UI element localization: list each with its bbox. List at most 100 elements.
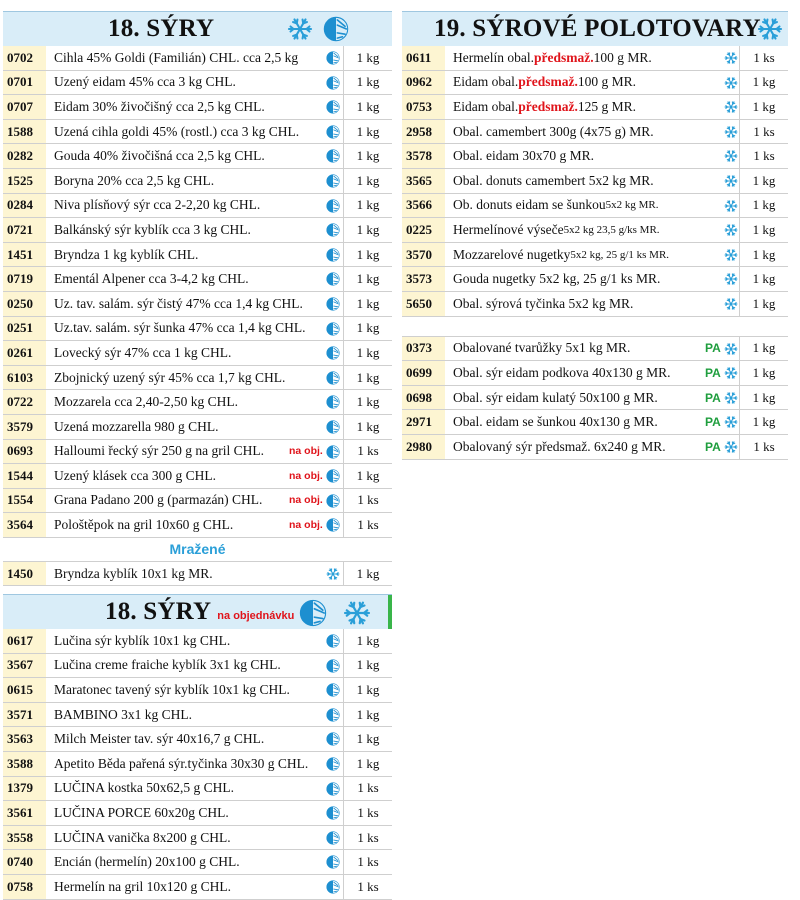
product-name-text: Obalovaný sýr předsmaž. 6x240 g MR.: [453, 438, 666, 454]
prefried-label: předsmaž.: [533, 49, 594, 65]
product-code: 2958: [402, 119, 445, 144]
quantity-unit: 1 ks: [739, 144, 788, 168]
product-name: Obalovaný sýr předsmaž. 6x240 g MR.: [453, 435, 666, 459]
table-row: 0721 Balkánský sýr kyblík cca 3 kg CHL. 1 …: [3, 218, 392, 243]
quantity-unit: 1 kg: [739, 168, 788, 193]
product-name: Mozzarela cca 2,40-2,50 kg CHL.: [54, 394, 239, 410]
product-code: 1379: [3, 776, 46, 801]
product-code: 3573: [402, 267, 445, 291]
table-row: 0261 Lovecký sýr 47% cca 1 kg CHL. 1 kg: [3, 341, 392, 366]
snowflake-icon: [724, 248, 738, 266]
product-code: 0225: [402, 218, 445, 242]
product-code: 1544: [3, 464, 46, 488]
product-code: 0250: [3, 291, 46, 316]
quantity-unit: 1 kg: [343, 218, 392, 242]
product-pack-size: 5x2 kg 23,5 g/ks MR.: [563, 223, 660, 236]
frozen-subheader: Mražené: [3, 538, 392, 562]
half-snowflake-icon: [326, 831, 340, 849]
product-name: Uz. tav. salám. sýr čistý 47% cca 1,4 kg…: [54, 295, 303, 311]
quantity-unit: 1 kg: [343, 316, 392, 341]
product-code: 1588: [3, 119, 46, 144]
product-code: 0719: [3, 267, 46, 291]
product-name-text: Obal. sýrová tyčinka 5x2 kg MR.: [453, 295, 634, 311]
polotovary-pa-table: 0373 Obalované tvarůžky 5x1 kg MR. PA 1 kg 0…: [402, 336, 788, 460]
product-name: Bryndza 1 kg kyblík CHL.: [54, 246, 199, 262]
table-row: 1379 LUČINA kostka 50x62,5 g CHL. 1 ks: [3, 776, 392, 802]
product-name: Cihla 45% Goldi (Familián) CHL. cca 2,5 …: [54, 49, 299, 65]
quantity-unit: 1 kg: [739, 242, 788, 267]
product-name: Hermelín obal. předsmaž. 100 g MR.: [453, 46, 652, 70]
table-row: 2980 Obalovaný sýr předsmaž. 6x240 g MR. P…: [402, 434, 788, 460]
quantity-unit: 1 kg: [343, 365, 392, 390]
table-row: 3570 Mozzarelové nugetky 5x2 kg, 25 g/1 k…: [402, 242, 788, 268]
table-row: 5650 Obal. sýrová tyčinka 5x2 kg MR. 1 kg: [402, 291, 788, 317]
product-code: 0702: [3, 46, 46, 70]
product-name-text: Obal. sýr eidam kulatý 50x100 g MR.: [453, 389, 658, 405]
product-code: 0699: [402, 361, 445, 385]
product-name: Lučina sýr kyblík 10x1 kg CHL.: [54, 632, 231, 648]
table-row: 0962 Eidam obal. předsmaž. 100 g MR. 1 kg: [402, 70, 788, 96]
half-snowflake-icon: [326, 248, 340, 266]
product-name: Boryna 20% cca 2,5 kg CHL.: [54, 172, 215, 188]
quantity-unit: 1 kg: [739, 70, 788, 95]
quantity-unit: 1 ks: [343, 850, 392, 874]
product-code: 3579: [3, 414, 46, 439]
frozen-label: Mražené: [169, 541, 226, 558]
product-code: 1450: [3, 561, 46, 586]
quantity-unit: 1 ks: [343, 874, 392, 899]
product-code: 0693: [3, 439, 46, 464]
product-code: 3565: [402, 168, 445, 193]
product-code: 0753: [402, 95, 445, 119]
product-name-text: Gouda nugetky 5x2 kg, 25 g/1 ks MR.: [453, 271, 661, 287]
table-row: 3579 Uzená mozzarella 980 g CHL. 1 kg: [3, 414, 392, 440]
quantity-unit: 1 kg: [739, 361, 788, 385]
product-name: Lučina creme fraiche kyblík 3x1 kg CHL.: [54, 657, 281, 673]
quantity-unit: 1 kg: [739, 336, 788, 361]
snowflake-icon: [724, 76, 738, 94]
product-code: 2971: [402, 410, 445, 434]
product-name: Apetito Běda pařená sýr.tyčinka 30x30 g …: [54, 755, 309, 771]
section-title: 18. SÝRY na objednávku: [105, 598, 294, 626]
quantity-unit: 1 kg: [739, 291, 788, 316]
prefried-label: předsmaž.: [518, 98, 578, 114]
table-row: 0617 Lučina sýr kyblík 10x1 kg CHL. 1 kg: [3, 629, 392, 654]
snowflake-icon: [724, 297, 738, 315]
table-row: 0753 Eidam obal. předsmaž. 125 g MR. 1 kg: [402, 95, 788, 120]
quantity-unit: 1 kg: [343, 267, 392, 291]
table-row: 1544 Uzený klásek cca 300 g CHL. na obj. 1 …: [3, 464, 392, 489]
product-name: Maratonec tavený sýr kyblík 10x1 kg CHL.: [54, 681, 290, 697]
table-row: 0250 Uz. tav. salám. sýr čistý 47% cca 1,…: [3, 291, 392, 317]
order-note: na objednávku: [217, 610, 295, 622]
syry-obj-header: 18. SÝRY na objednávku: [3, 594, 392, 629]
table-row: 3578 Obal. eidam 30x70 g MR. 1 ks: [402, 144, 788, 169]
product-code: 0284: [3, 193, 46, 218]
product-name-text: Eidam obal.: [453, 74, 519, 90]
quantity-unit: 1 kg: [739, 410, 788, 434]
snowflake-icon: [724, 342, 738, 360]
quantity-unit: 1 kg: [343, 678, 392, 702]
quantity-unit: 1 ks: [343, 439, 392, 464]
snowflake-icon: [724, 125, 738, 143]
half-snowflake-icon: [326, 125, 340, 143]
product-code: 3588: [3, 751, 46, 776]
quantity-unit: 1 kg: [343, 193, 392, 218]
quantity-unit: 1 kg: [343, 702, 392, 727]
polotovary-table: 0611 Hermelín obal. předsmaž. 100 g MR. 1 …: [402, 46, 788, 317]
syry-frozen-table: 1450 Bryndza kyblík 10x1 kg MR. 1 kg: [3, 561, 392, 587]
half-snowflake-icon: [326, 806, 340, 824]
table-row: 3573 Gouda nugetky 5x2 kg, 25 g/1 ks MR. 1…: [402, 267, 788, 292]
product-name-text: Obal. eidam se šunkou 40x130 g MR.: [453, 414, 658, 430]
product-name: LUČINA vanička 8x200 g CHL.: [54, 829, 231, 845]
product-code: 0611: [402, 46, 445, 70]
half-snowflake-icon: [326, 395, 340, 413]
product-name-suffix: 100 g MR.: [593, 49, 652, 65]
quantity-unit: 1 kg: [343, 242, 392, 267]
product-code: 2980: [402, 434, 445, 459]
product-pack-size: 5x2 kg, 25 g/1 ks MR.: [570, 248, 670, 261]
prefried-label: předsmaž.: [518, 74, 578, 90]
snowflake-icon: [724, 415, 738, 433]
table-row: 3558 LUČINA vanička 8x200 g CHL. 1 ks: [3, 825, 392, 851]
product-name: Uzený eidam 45% cca 3 kg CHL.: [54, 74, 236, 90]
half-snowflake-icon: [326, 420, 340, 438]
table-row: 3567 Lučina creme fraiche kyblík 3x1 kg C…: [3, 653, 392, 679]
